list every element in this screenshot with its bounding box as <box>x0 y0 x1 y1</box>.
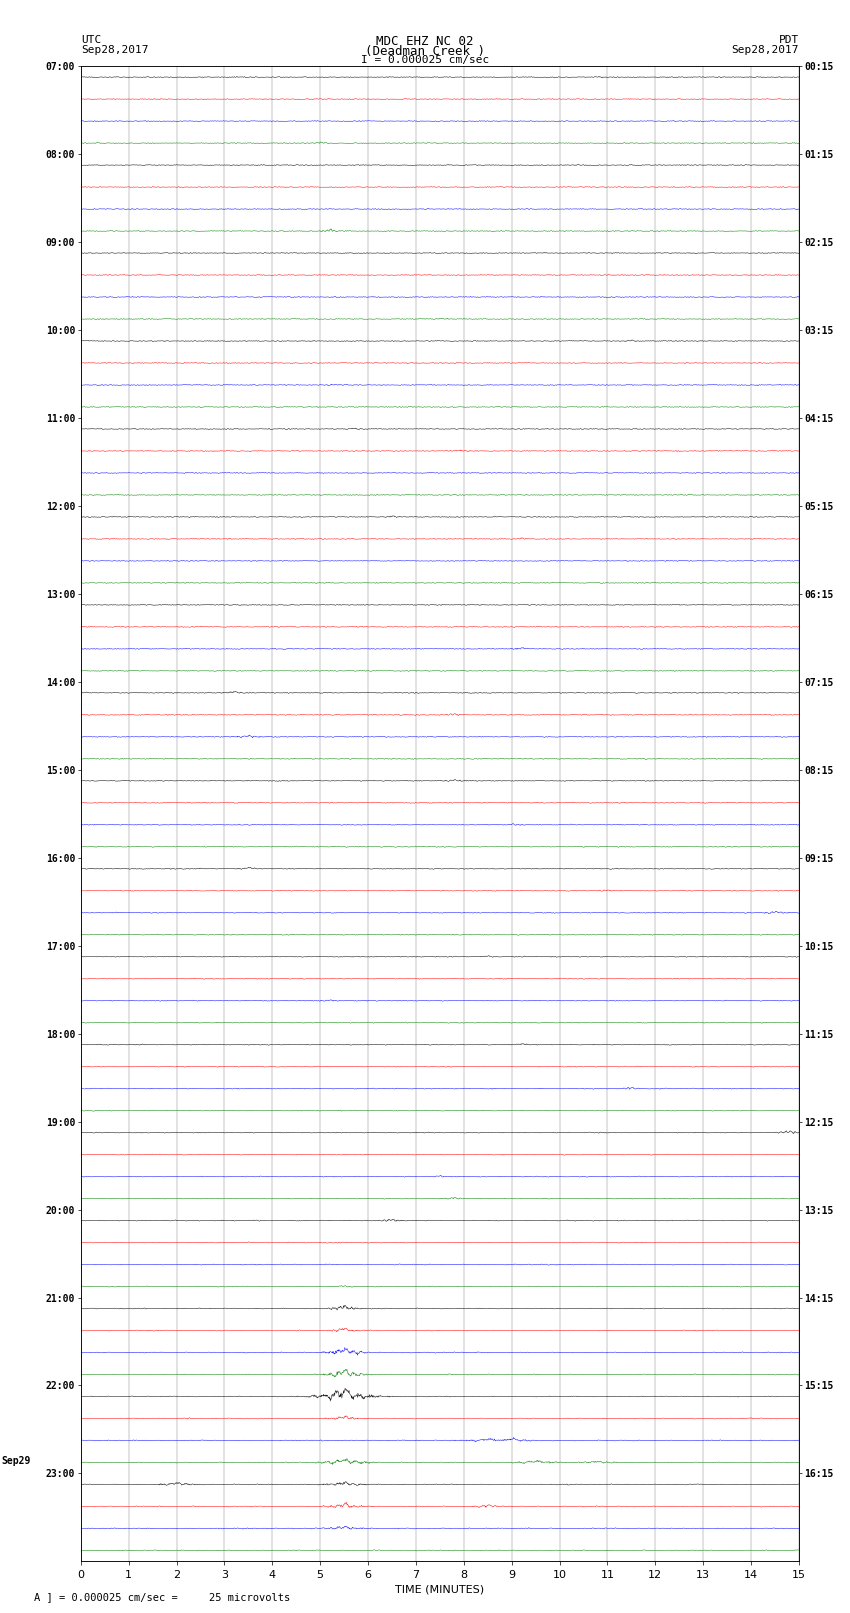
Text: A ] = 0.000025 cm/sec =     25 microvolts: A ] = 0.000025 cm/sec = 25 microvolts <box>34 1592 290 1602</box>
Text: (Deadman Creek ): (Deadman Creek ) <box>365 45 485 58</box>
X-axis label: TIME (MINUTES): TIME (MINUTES) <box>395 1584 484 1595</box>
Text: MDC EHZ NC 02: MDC EHZ NC 02 <box>377 35 473 48</box>
Text: Sep28,2017: Sep28,2017 <box>81 45 148 55</box>
Text: Sep28,2017: Sep28,2017 <box>732 45 799 55</box>
Text: PDT: PDT <box>779 35 799 45</box>
Text: I = 0.000025 cm/sec: I = 0.000025 cm/sec <box>361 55 489 65</box>
Text: Sep29: Sep29 <box>1 1457 31 1466</box>
Text: UTC: UTC <box>81 35 101 45</box>
